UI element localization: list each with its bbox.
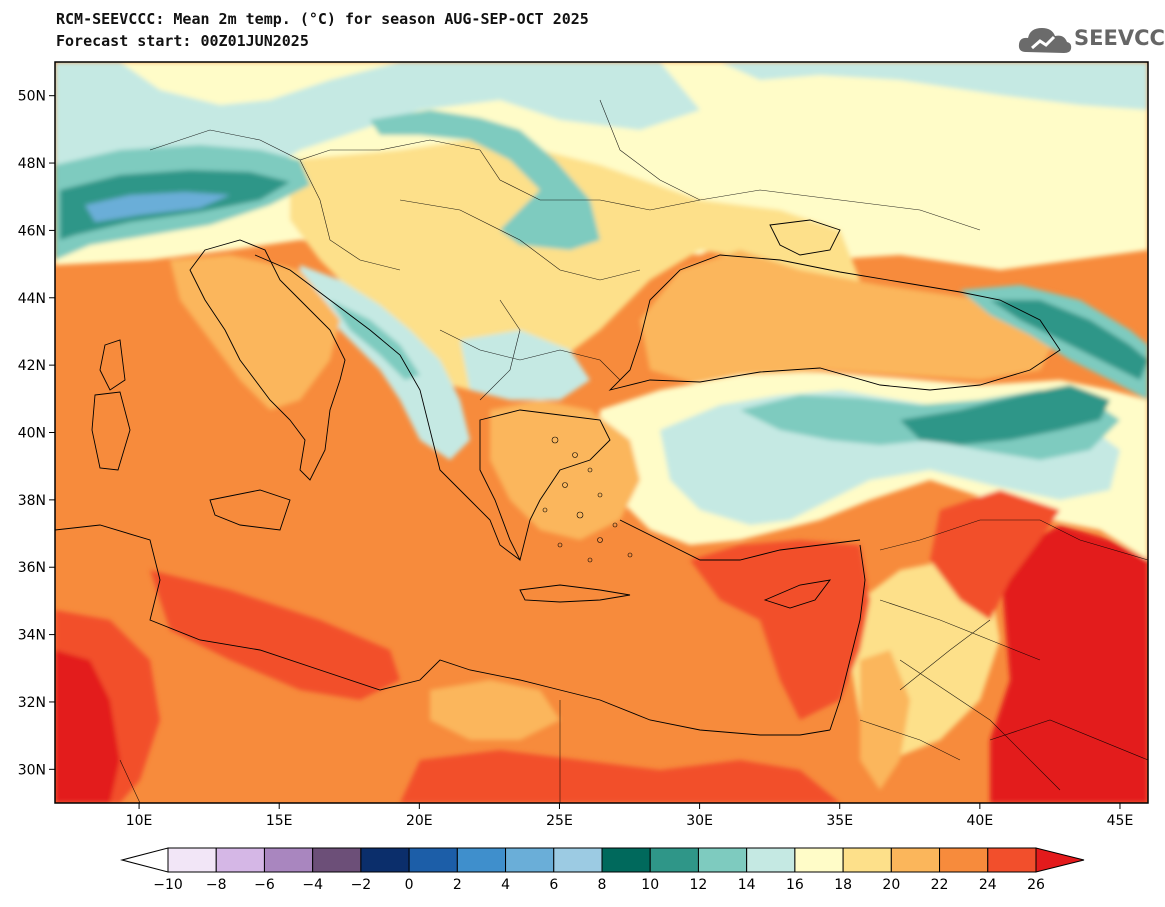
logo-text: SEEVCCC xyxy=(1074,26,1165,50)
field-aegean-20-22 xyxy=(490,400,640,540)
lat-tick-label: 30N xyxy=(18,762,46,778)
field-southturkey-24 xyxy=(690,540,870,720)
colorbar-swatch xyxy=(553,847,603,873)
colorbar-swatch xyxy=(360,847,410,873)
field-caucasus-10 xyxy=(990,300,1148,380)
colorbar-label: 2 xyxy=(453,877,462,893)
colorbar-swatch xyxy=(408,847,458,873)
colorbar-below-arrow xyxy=(120,847,169,873)
seevccc-logo: SEEVCCC xyxy=(1018,22,1165,58)
field-anatolia-10 xyxy=(900,385,1110,445)
colorbar-label: 22 xyxy=(931,877,949,893)
field-caucasus-12 xyxy=(960,285,1148,400)
colorbar-swatch xyxy=(601,847,651,873)
lat-tick-label: 46N xyxy=(18,223,46,239)
lat-tick-label: 32N xyxy=(18,695,46,711)
colorbar-swatch xyxy=(649,847,699,873)
map-area xyxy=(55,62,1148,803)
colorbar-swatch xyxy=(987,847,1037,873)
colorbar-label: −6 xyxy=(254,877,275,893)
field-bulgaria-14 xyxy=(460,330,590,400)
lon-tick-label: 40E xyxy=(967,813,994,829)
forecast-start-subtitle: Forecast start: 00Z01JUN2025 xyxy=(56,32,309,50)
colorbar-above-arrow xyxy=(1035,847,1085,873)
colorbar-label: −10 xyxy=(153,877,183,893)
country-borders xyxy=(119,99,1148,803)
colorbar-label: 6 xyxy=(549,877,558,893)
colorbar-swatch xyxy=(215,847,265,873)
field-italy-coast-22 xyxy=(170,255,340,410)
colorbar-label: 16 xyxy=(786,877,804,893)
lon-tick-label: 35E xyxy=(826,813,853,829)
colorbar-swatch xyxy=(312,847,362,873)
colorbar-label: 10 xyxy=(641,877,659,893)
lat-tick-label: 48N xyxy=(18,156,46,172)
field-alps-8 xyxy=(85,192,230,222)
chart-title: RCM-SEEVCCC: Mean 2m temp. (°C) for seas… xyxy=(56,10,589,28)
field-saharacoast-22 xyxy=(430,680,560,740)
cloud-icon xyxy=(1018,28,1072,53)
lat-tick-label: 40N xyxy=(18,426,46,442)
colorbar-label: 26 xyxy=(1027,877,1045,893)
field-balkans-20-22 xyxy=(290,140,860,390)
lat-tick-label: 50N xyxy=(18,89,46,105)
field-dinaric-12 xyxy=(330,300,420,380)
field-carpathians-14 xyxy=(370,110,600,250)
lat-tick-label: 36N xyxy=(18,560,46,576)
colorbar-label: 12 xyxy=(690,877,708,893)
colorbar-label: −2 xyxy=(351,877,372,893)
lat-tick-label: 38N xyxy=(18,493,46,509)
colorbar-swatch xyxy=(263,847,314,873)
lat-tick-label: 34N xyxy=(18,628,46,644)
field-iraq-26 xyxy=(990,525,1148,803)
field-libya-24 xyxy=(150,570,400,700)
colorbar-label: 20 xyxy=(882,877,900,893)
colorbar-label: 0 xyxy=(405,877,414,893)
lat-tick-label: 44N xyxy=(18,291,46,307)
field-egypt-24 xyxy=(400,750,840,803)
lat-tick-label: 42N xyxy=(18,358,46,374)
colorbar-swatch xyxy=(697,847,748,873)
colorbar-label: 24 xyxy=(979,877,997,893)
lon-tick-label: 10E xyxy=(126,813,153,829)
aegean-islands xyxy=(542,436,633,563)
colorbar-swatch xyxy=(746,847,796,873)
colorbar-label: 14 xyxy=(738,877,756,893)
colorbar-label: 8 xyxy=(598,877,607,893)
colorbar-swatch xyxy=(939,847,989,873)
lon-tick-label: 45E xyxy=(1107,813,1134,829)
lon-tick-label: 30E xyxy=(686,813,713,829)
field-north-cyan-b xyxy=(720,62,1148,110)
colorbar-swatch xyxy=(456,847,507,873)
field-syria-24 xyxy=(930,490,1060,620)
colorbar-label: −8 xyxy=(206,877,227,893)
field-sinai-22 xyxy=(860,650,910,790)
colorbar-label: 18 xyxy=(834,877,852,893)
lon-tick-label: 15E xyxy=(266,813,293,829)
colorbar-swatch xyxy=(890,847,941,873)
lon-tick-label: 25E xyxy=(546,813,573,829)
field-westafrica-26 xyxy=(55,650,120,803)
coastlines xyxy=(55,219,1061,736)
colorbar-swatch xyxy=(794,847,844,873)
longitude-axis: 10E 15E 20E 25E 30E 35E 40E 45E xyxy=(126,803,1134,829)
colorbar-swatch xyxy=(505,847,555,873)
latitude-axis: 50N 48N 46N 44N 42N 40N 38N 36N 34N 32N 30N xyxy=(18,89,55,778)
colorbar-label: −4 xyxy=(302,877,323,893)
lon-tick-label: 20E xyxy=(406,813,433,829)
field-blacksea-22 xyxy=(640,250,1060,385)
colorbar: −10 −8 −6 −4 −2 0 2 4 6 8 10 12 14 16 18 20 22 24 26 xyxy=(120,847,1085,893)
colorbar-label: 4 xyxy=(501,877,510,893)
colorbar-swatch xyxy=(167,847,217,873)
colorbar-swatch xyxy=(842,847,892,873)
